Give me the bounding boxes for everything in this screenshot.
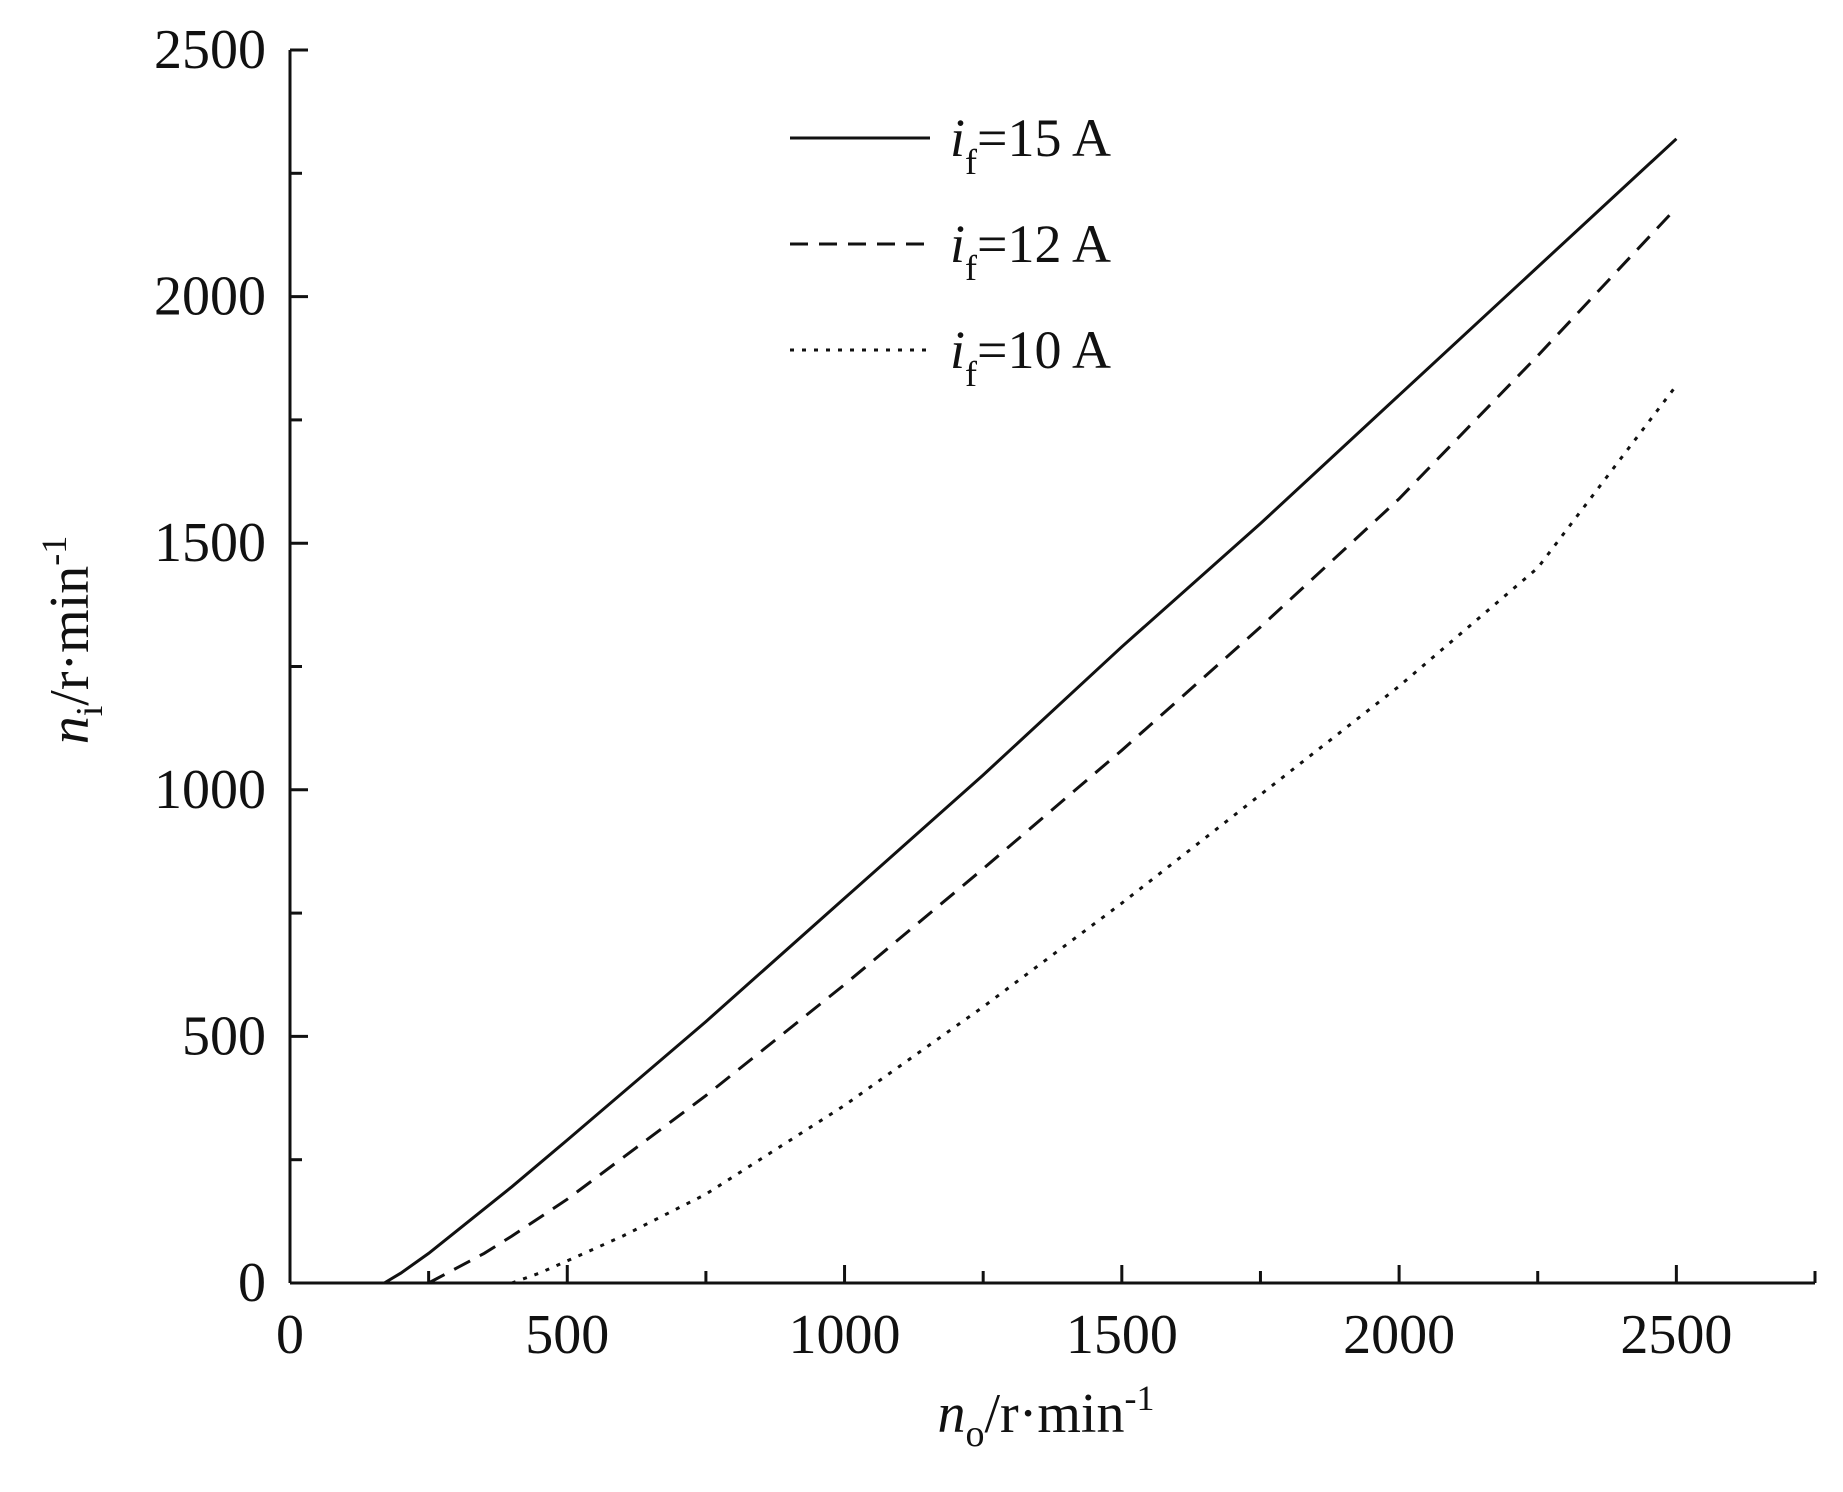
x-tick-label: 1500	[1066, 1304, 1178, 1366]
y-tick-label: 500	[182, 1005, 266, 1067]
series-line-3	[511, 384, 1678, 1285]
y-tick-label: 0	[238, 1252, 266, 1314]
y-axis-label-unit: /r·min	[39, 566, 101, 706]
x-tick-label: 2500	[1620, 1304, 1732, 1366]
svg-text:ni/r·min-1: ni/r·min-1	[34, 536, 111, 745]
y-axis-label-main: n	[39, 716, 101, 744]
y-axis-label: ni/r·min-1	[34, 536, 111, 745]
legend-label-1: if=15 A	[950, 108, 1111, 182]
x-axis-label-unit: /r·min	[985, 1383, 1125, 1445]
legend-label-3: if=10 A	[950, 320, 1111, 394]
legend-label-rest: =10 A	[977, 320, 1111, 380]
legend-label-sub: f	[965, 354, 977, 394]
legend: if=15 Aif=12 Aif=10 A	[790, 108, 1111, 394]
legend-label-main: i	[950, 214, 965, 274]
legend-label-sub: f	[965, 248, 977, 288]
y-tick-label: 2000	[154, 266, 266, 328]
legend-label-rest: =15 A	[977, 108, 1111, 168]
y-tick-label: 2500	[154, 19, 266, 81]
legend-label-main: i	[950, 320, 965, 380]
x-axis-label-main: n	[938, 1383, 966, 1445]
series-line-2	[427, 206, 1678, 1285]
y-axis-label-sub: i	[69, 706, 111, 717]
series-line-1	[383, 137, 1678, 1285]
x-tick-label: 1000	[789, 1304, 901, 1366]
legend-label-main: i	[950, 108, 965, 168]
x-axis-label-sup: -1	[1124, 1378, 1154, 1418]
legend-label-rest: =12 A	[977, 214, 1111, 274]
legend-label-sub: f	[965, 142, 977, 182]
svg-text:no/r·min-1: no/r·min-1	[938, 1378, 1155, 1455]
x-axis-label: no/r·min-1	[938, 1378, 1155, 1455]
x-tick-label: 500	[525, 1304, 609, 1366]
x-tick-label: 0	[276, 1304, 304, 1366]
legend-label-2: if=12 A	[950, 214, 1111, 288]
y-tick-label: 1500	[154, 512, 266, 574]
x-tick-label: 2000	[1343, 1304, 1455, 1366]
series-group	[383, 137, 1678, 1285]
y-tick-label: 1000	[154, 759, 266, 821]
y-axis-label-sup: -1	[34, 536, 74, 566]
x-axis-label-sub: o	[966, 1413, 985, 1455]
ticks: 0 500 1000 1500 2000 2500 0 500 1000 1500 2000 2500	[154, 19, 1817, 1366]
